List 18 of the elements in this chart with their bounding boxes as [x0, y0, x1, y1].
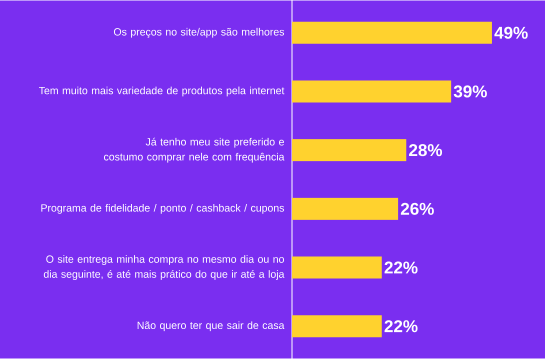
data-label: 22% [384, 320, 418, 332]
bar [292, 139, 406, 162]
y-tick-label: Programa de fidelidade / ponto / cashback / cupons [41, 204, 284, 214]
y-tick-label: O site entrega minha compra no mesmo dia ou no dia seguinte, é até mais prático do que ir até a loja [44, 255, 284, 280]
data-label: 39% [454, 85, 487, 98]
y-tick-label: Não quero ter que sair de casa [138, 321, 284, 332]
y-tick-label: Tem muito mais variedade de produtos pela internet [38, 86, 284, 96]
bar [292, 256, 382, 279]
bar [292, 315, 382, 338]
bar [292, 198, 398, 220]
data-label: 28% [409, 144, 442, 156]
data-label: 22% [384, 262, 418, 274]
data-label: 26% [400, 202, 434, 215]
y-tick-label: Já tenho meu site preferido e costumo comprar nele com frequência [104, 138, 284, 163]
bar [292, 22, 492, 44]
bar [292, 80, 452, 102]
y-tick-label: Os preços no site/app são melhores [114, 28, 284, 38]
data-label: 49% [494, 26, 528, 39]
